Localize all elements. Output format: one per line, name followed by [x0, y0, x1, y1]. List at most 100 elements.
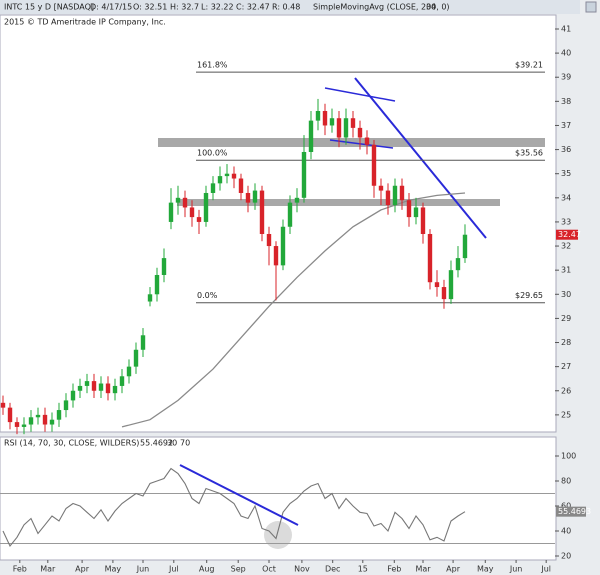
candle-body: [280, 226, 286, 266]
candle-body: [224, 173, 230, 177]
y-tick-label: 29: [561, 314, 571, 323]
candle-body: [217, 176, 223, 184]
x-tick-label: Jun: [136, 565, 150, 574]
x-tick-label: Mar: [40, 565, 56, 574]
candle-body: [385, 190, 391, 206]
rsi-trend-line: [179, 464, 299, 526]
candle-body: [252, 190, 258, 203]
candle-body: [434, 282, 440, 288]
x-tick-label: Feb: [13, 565, 27, 574]
x-tick-label: Jun: [509, 565, 523, 574]
x-tick-label: Jul: [540, 565, 551, 574]
y-tick-label: 28: [561, 338, 571, 347]
candle-body: [294, 197, 300, 203]
candle-body: [126, 366, 132, 377]
fib-label: 0.0%: [197, 291, 218, 300]
trend-line: [354, 77, 487, 239]
candle-body: [147, 294, 153, 302]
candle-body: [238, 178, 244, 193]
candle-body: [161, 258, 167, 275]
candle-body: [175, 197, 181, 203]
y-tick-label: 41: [561, 24, 571, 33]
y-tick-label: 60: [561, 502, 571, 511]
candle-body: [7, 407, 13, 423]
candle-body: [154, 274, 160, 295]
candle-body: [399, 185, 405, 201]
candle-body: [77, 385, 83, 391]
candle-body: [49, 419, 55, 425]
candle-body: [140, 335, 146, 350]
candle-body: [343, 118, 349, 138]
y-tick-label: 26: [561, 386, 571, 395]
y-tick-label: 100: [561, 452, 576, 461]
candle-body: [287, 202, 293, 227]
candle-body: [406, 200, 412, 218]
x-tick-label: 15: [358, 565, 368, 574]
candle-body: [63, 400, 69, 411]
price-panel: [0, 14, 557, 433]
x-tick-label: Oct: [262, 565, 276, 574]
candle-body: [336, 118, 342, 138]
x-tick-label: Apr: [446, 565, 461, 574]
rsi-value-box: [556, 506, 586, 517]
x-tick-label: Sep: [231, 565, 246, 574]
candle-body: [42, 414, 48, 425]
candle-body: [182, 197, 188, 208]
candle-body: [133, 349, 139, 367]
x-tick-label: Apr: [75, 565, 90, 574]
y-tick-label: 32: [561, 242, 571, 251]
candle-body: [0, 402, 6, 408]
y-tick-label: 31: [561, 266, 571, 275]
y-tick-label: 39: [561, 73, 571, 82]
candle-body: [420, 207, 426, 234]
symbol: INTC 15 y D [NASDAQ]: [4, 3, 94, 12]
x-tick-label: Feb: [387, 565, 401, 574]
candle-body: [119, 376, 125, 386]
candle-body: [455, 258, 461, 271]
candle-body: [105, 383, 111, 394]
rsi-level: 30: [167, 439, 177, 448]
y-tick-label: 37: [561, 121, 571, 130]
candle-body: [301, 151, 307, 198]
candle-body: [350, 118, 356, 128]
candle-body: [357, 127, 363, 138]
y-tick-label: 38: [561, 97, 571, 106]
y-tick-label: 36: [561, 145, 571, 154]
study: SimpleMovingAvg (CLOSE, 200, 0): [313, 3, 450, 12]
candle-body: [392, 185, 398, 206]
fib-value: $29.65: [515, 291, 543, 300]
candle-body: [322, 110, 328, 126]
open: O: 32.51: [133, 3, 167, 12]
range: R: 0.48: [272, 3, 300, 12]
candle-body: [203, 192, 209, 222]
high: H: 32.7: [170, 3, 199, 12]
candle-body: [84, 381, 90, 386]
candle-body: [462, 234, 468, 259]
highlight: [264, 521, 292, 549]
y-tick-label: 35: [561, 169, 571, 178]
x-tick-label: May: [477, 565, 494, 574]
scroll-button[interactable]: [585, 1, 597, 13]
candle-body: [378, 185, 384, 191]
candle-body: [413, 207, 419, 218]
candle-body: [231, 173, 237, 179]
y-tick-label: 20: [561, 552, 571, 561]
last-price-box: [556, 229, 578, 240]
candle-body: [168, 202, 174, 222]
candle-body: [273, 246, 279, 266]
candle-body: [91, 381, 97, 391]
fib-label: 100.0%: [197, 149, 228, 158]
candle-body: [28, 417, 34, 425]
candle-body: [196, 217, 202, 222]
candle-body: [266, 233, 272, 247]
x-tick-label: Mar: [415, 565, 431, 574]
candle-body: [448, 270, 454, 300]
candle-body: [427, 233, 433, 283]
date: D: 4/17/15: [90, 3, 132, 12]
y-tick-label: 40: [561, 49, 571, 58]
candle-body: [308, 120, 314, 152]
fib-value: $35.56: [515, 149, 543, 158]
y-tick-label: 34: [561, 193, 571, 202]
